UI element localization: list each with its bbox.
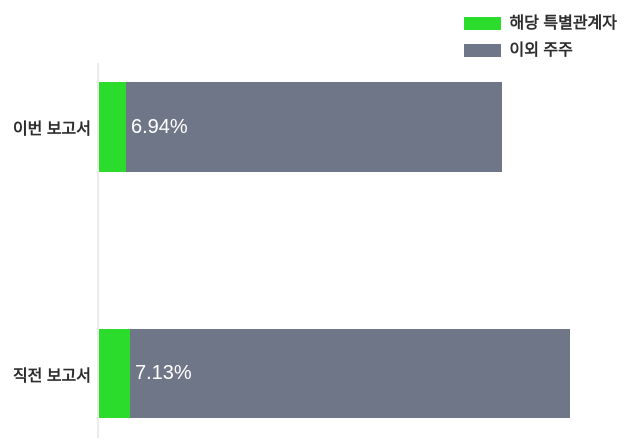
bar-segment-special-related-party [99, 329, 130, 418]
legend-label: 이외 주주 [509, 41, 573, 59]
category-label-current-report: 이번 보고서 [12, 121, 91, 138]
legend-item: 이외 주주 [463, 41, 618, 60]
bar-row: 6.94% [99, 82, 502, 172]
bar-segment-special-related-party [99, 82, 126, 172]
chart-legend: 해당 특별관계자 이외 주주 [463, 15, 618, 60]
legend-item: 해당 특별관계자 [463, 15, 618, 33]
y-axis-line [97, 63, 99, 438]
bar-segment-other-shareholders: 7.13% [130, 329, 570, 418]
category-label-previous-report: 직전 보고서 [12, 367, 91, 385]
legend-label: 해당 특별관계자 [509, 15, 618, 32]
value-label: 6.94% [131, 115, 188, 138]
legend-swatch-green [463, 17, 501, 31]
legend-swatch-gray [463, 43, 501, 57]
bar-segment-other-shareholders: 6.94% [126, 82, 502, 172]
bar-row: 7.13% [99, 329, 570, 418]
value-label: 7.13% [135, 362, 192, 384]
